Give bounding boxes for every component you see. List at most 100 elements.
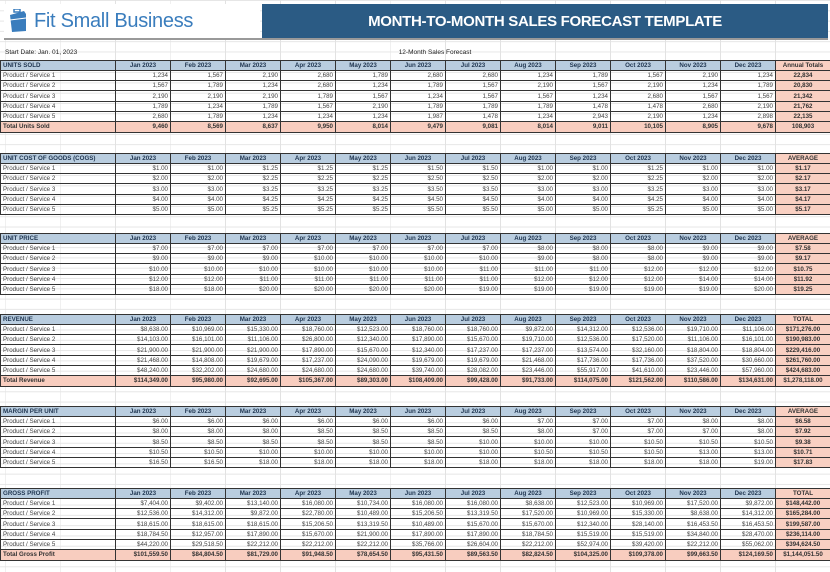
total-value[interactable]: $99,663.50: [665, 549, 721, 561]
cell-value[interactable]: 1,789: [390, 100, 446, 112]
cell-value[interactable]: $8.50: [115, 436, 171, 448]
cell-value[interactable]: $8.00: [720, 415, 776, 428]
cell-value[interactable]: $12,536.00: [115, 508, 171, 520]
cell-value[interactable]: $12,340.00: [390, 344, 446, 356]
month-header[interactable]: Jun 2023: [390, 313, 446, 325]
row-label[interactable]: Product / Service 2: [0, 173, 116, 185]
cell-value[interactable]: $12,523.00: [335, 323, 391, 336]
row-label[interactable]: Product / Service 3: [0, 183, 116, 195]
cell-value[interactable]: $18.00: [390, 456, 446, 469]
row-summary[interactable]: 21,342: [775, 90, 830, 102]
month-header[interactable]: Mar 2023: [225, 313, 281, 325]
cell-value[interactable]: 1,234: [720, 69, 776, 82]
month-header[interactable]: Oct 2023: [610, 59, 666, 71]
cell-value[interactable]: $10,969.00: [555, 508, 611, 520]
cell-value[interactable]: $5.25: [280, 203, 336, 216]
total-value[interactable]: 9,479: [390, 121, 446, 133]
cell-value[interactable]: $10.00: [335, 446, 391, 458]
cell-value[interactable]: 1,567: [335, 90, 391, 102]
cell-value[interactable]: $30,660.00: [720, 354, 776, 366]
month-header[interactable]: Apr 2023: [280, 487, 336, 499]
cell-value[interactable]: $9,402.00: [170, 497, 226, 510]
row-summary[interactable]: $236,114.00: [775, 528, 830, 540]
cell-value[interactable]: $2.00: [500, 173, 556, 185]
row-summary[interactable]: $199,587.00: [775, 518, 830, 530]
cell-value[interactable]: $23,446.00: [665, 364, 721, 377]
cell-value[interactable]: $8.00: [610, 242, 666, 255]
row-summary[interactable]: 22,135: [775, 110, 830, 123]
cell-value[interactable]: $8.50: [390, 426, 446, 438]
row-summary[interactable]: $261,760.00: [775, 354, 830, 366]
total-value[interactable]: $121,562.00: [610, 375, 666, 387]
cell-value[interactable]: $10.50: [720, 436, 776, 448]
cell-value[interactable]: 2,190: [335, 100, 391, 112]
cell-value[interactable]: $10,734.00: [335, 497, 391, 510]
section-title[interactable]: UNIT PRICE: [0, 232, 116, 244]
cell-value[interactable]: $10.00: [390, 263, 446, 275]
cell-value[interactable]: 2,680: [610, 90, 666, 102]
cell-value[interactable]: $9.00: [500, 253, 556, 265]
row-summary[interactable]: $17.83: [775, 456, 830, 469]
month-header[interactable]: May 2023: [335, 313, 391, 325]
month-header[interactable]: Nov 2023: [665, 152, 721, 164]
total-value[interactable]: $95,980.00: [170, 375, 226, 387]
month-header[interactable]: Aug 2023: [500, 152, 556, 164]
cell-value[interactable]: $7.00: [170, 242, 226, 255]
cell-value[interactable]: $8.00: [665, 415, 721, 428]
month-header[interactable]: Jul 2023: [445, 487, 501, 499]
cell-value[interactable]: $16,453.50: [665, 518, 721, 530]
cell-value[interactable]: 1,789: [115, 100, 171, 112]
cell-value[interactable]: $10,489.00: [390, 518, 446, 530]
cell-value[interactable]: $16,080.00: [390, 497, 446, 510]
cell-value[interactable]: $16,453.50: [720, 518, 776, 530]
cell-value[interactable]: $4.00: [170, 193, 226, 205]
month-header[interactable]: Jan 2023: [115, 232, 171, 244]
month-header[interactable]: Jul 2023: [445, 152, 501, 164]
cell-value[interactable]: $10.50: [170, 446, 226, 458]
cell-value[interactable]: $7.00: [225, 242, 281, 255]
month-header[interactable]: Jan 2023: [115, 313, 171, 325]
row-label[interactable]: Product / Service 2: [0, 508, 116, 520]
cell-value[interactable]: 2,190: [225, 69, 281, 82]
cell-value[interactable]: $16,080.00: [280, 497, 336, 510]
cell-value[interactable]: $4.00: [720, 193, 776, 205]
cell-value[interactable]: $10.50: [610, 446, 666, 458]
cell-value[interactable]: $18.00: [335, 456, 391, 469]
cell-value[interactable]: $6.00: [390, 415, 446, 428]
cell-value[interactable]: $15,670.00: [280, 528, 336, 540]
row-summary[interactable]: $190,983.00: [775, 334, 830, 346]
cell-value[interactable]: $52,974.00: [555, 538, 611, 551]
cell-value[interactable]: $10.00: [280, 446, 336, 458]
cell-value[interactable]: $5.00: [170, 203, 226, 216]
cell-value[interactable]: $20.00: [720, 283, 776, 296]
row-label[interactable]: Product / Service 5: [0, 203, 116, 216]
cell-value[interactable]: $18.00: [115, 283, 171, 296]
cell-value[interactable]: $2.00: [720, 173, 776, 185]
cell-value[interactable]: $6.00: [335, 415, 391, 428]
cell-value[interactable]: $15,330.00: [225, 323, 281, 336]
month-header[interactable]: Sep 2023: [555, 232, 611, 244]
section-title[interactable]: MARGIN PER UNIT: [0, 405, 116, 417]
row-summary[interactable]: $424,683.00: [775, 364, 830, 377]
cell-value[interactable]: $9,872.00: [720, 497, 776, 510]
cell-value[interactable]: $15,519.00: [610, 528, 666, 540]
month-header[interactable]: Apr 2023: [280, 152, 336, 164]
month-header[interactable]: Dec 2023: [720, 152, 776, 164]
cell-value[interactable]: $4.50: [390, 193, 446, 205]
cell-value[interactable]: $55,917.00: [555, 364, 611, 377]
month-header[interactable]: Jun 2023: [390, 232, 446, 244]
cell-value[interactable]: $7.00: [555, 426, 611, 438]
grand-total[interactable]: $1,278,118.00: [775, 375, 830, 387]
summary-header[interactable]: AVERAGE: [775, 152, 830, 164]
section-title[interactable]: REVENUE: [0, 313, 116, 325]
row-label[interactable]: Product / Service 5: [0, 283, 116, 296]
cell-value[interactable]: $20.00: [225, 283, 281, 296]
cell-value[interactable]: $14,808.00: [170, 354, 226, 366]
cell-value[interactable]: 2,680: [390, 69, 446, 82]
cell-value[interactable]: $5.25: [225, 203, 281, 216]
summary-header[interactable]: AVERAGE: [775, 232, 830, 244]
month-header[interactable]: May 2023: [335, 59, 391, 71]
cell-value[interactable]: 1,567: [555, 80, 611, 92]
cell-value[interactable]: $24,680.00: [280, 364, 336, 377]
cell-value[interactable]: $37,520.00: [665, 354, 721, 366]
